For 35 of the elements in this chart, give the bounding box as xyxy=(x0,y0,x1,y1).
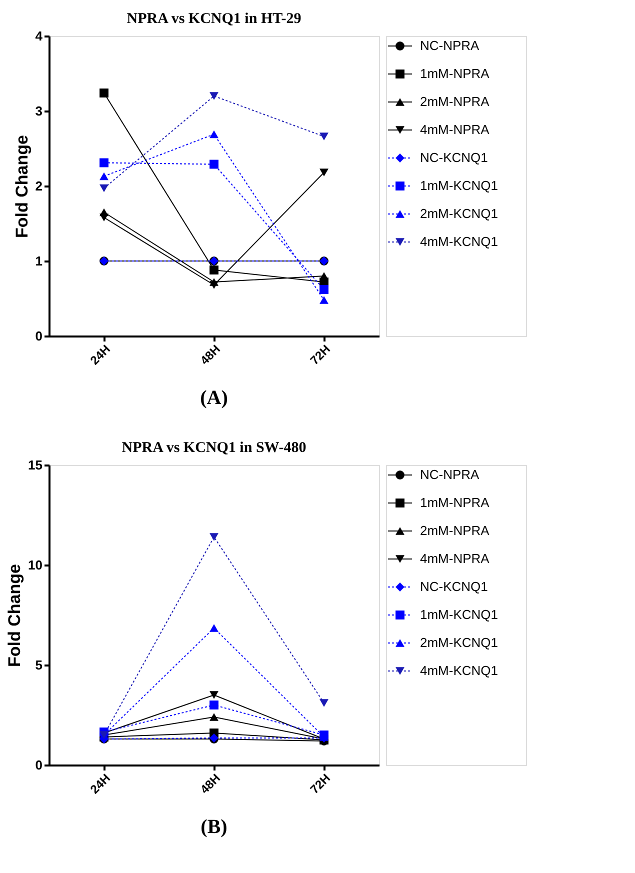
legend-label: 2mM-NPRA xyxy=(420,523,490,538)
x-tick-label: 48H xyxy=(198,771,223,797)
legend-label: NC-NPRA xyxy=(420,467,480,482)
y-tick-label: 2 xyxy=(35,178,42,194)
y-tick-label: 15 xyxy=(28,458,42,472)
y-tick-label: 0 xyxy=(35,758,42,772)
y-tick-label: 1 xyxy=(35,254,42,268)
legend-label: 1mM-NPRA xyxy=(420,66,490,81)
y-tick-label: 4 xyxy=(35,28,44,44)
legend-label: 1mM-KCNQ1 xyxy=(420,178,498,193)
y-tick-label: 0 xyxy=(35,328,42,344)
legend-label: 1mM-NPRA xyxy=(420,495,490,510)
text: (A) xyxy=(200,387,228,409)
legend-label: 4mM-NPRA xyxy=(420,122,490,137)
legend-label: NC-NPRA xyxy=(420,38,480,53)
text: (B) xyxy=(200,816,228,838)
legend-label: 2mM-NPRA xyxy=(420,94,490,109)
chart-title: NPRA vs KCNQ1 in HT-29 xyxy=(126,11,302,27)
x-tick-label: 72H xyxy=(308,771,333,797)
legend-label: NC-KCNQ1 xyxy=(420,579,488,594)
legend-label: 2mM-KCNQ1 xyxy=(420,635,498,650)
y-axis-title: Fold Change xyxy=(12,135,32,238)
legend-label: 1mM-KCNQ1 xyxy=(420,607,498,622)
y-axis-title: Fold Change xyxy=(5,564,24,667)
legend-label: 2mM-KCNQ1 xyxy=(420,206,498,221)
y-tick-label: 3 xyxy=(35,104,42,118)
legend-label: 4mM-KCNQ1 xyxy=(420,663,498,678)
legend-label: NC-KCNQ1 xyxy=(420,150,488,165)
x-tick-label: 72H xyxy=(308,342,333,368)
legend-label: 4mM-KCNQ1 xyxy=(420,234,498,249)
y-tick-label: 5 xyxy=(35,658,42,672)
chart-title: NPRA vs KCNQ1 in SW-480 xyxy=(122,440,306,456)
x-tick-label: 48H xyxy=(198,342,223,368)
y-tick-label: 10 xyxy=(28,558,42,572)
legend-label: 4mM-NPRA xyxy=(420,551,490,566)
